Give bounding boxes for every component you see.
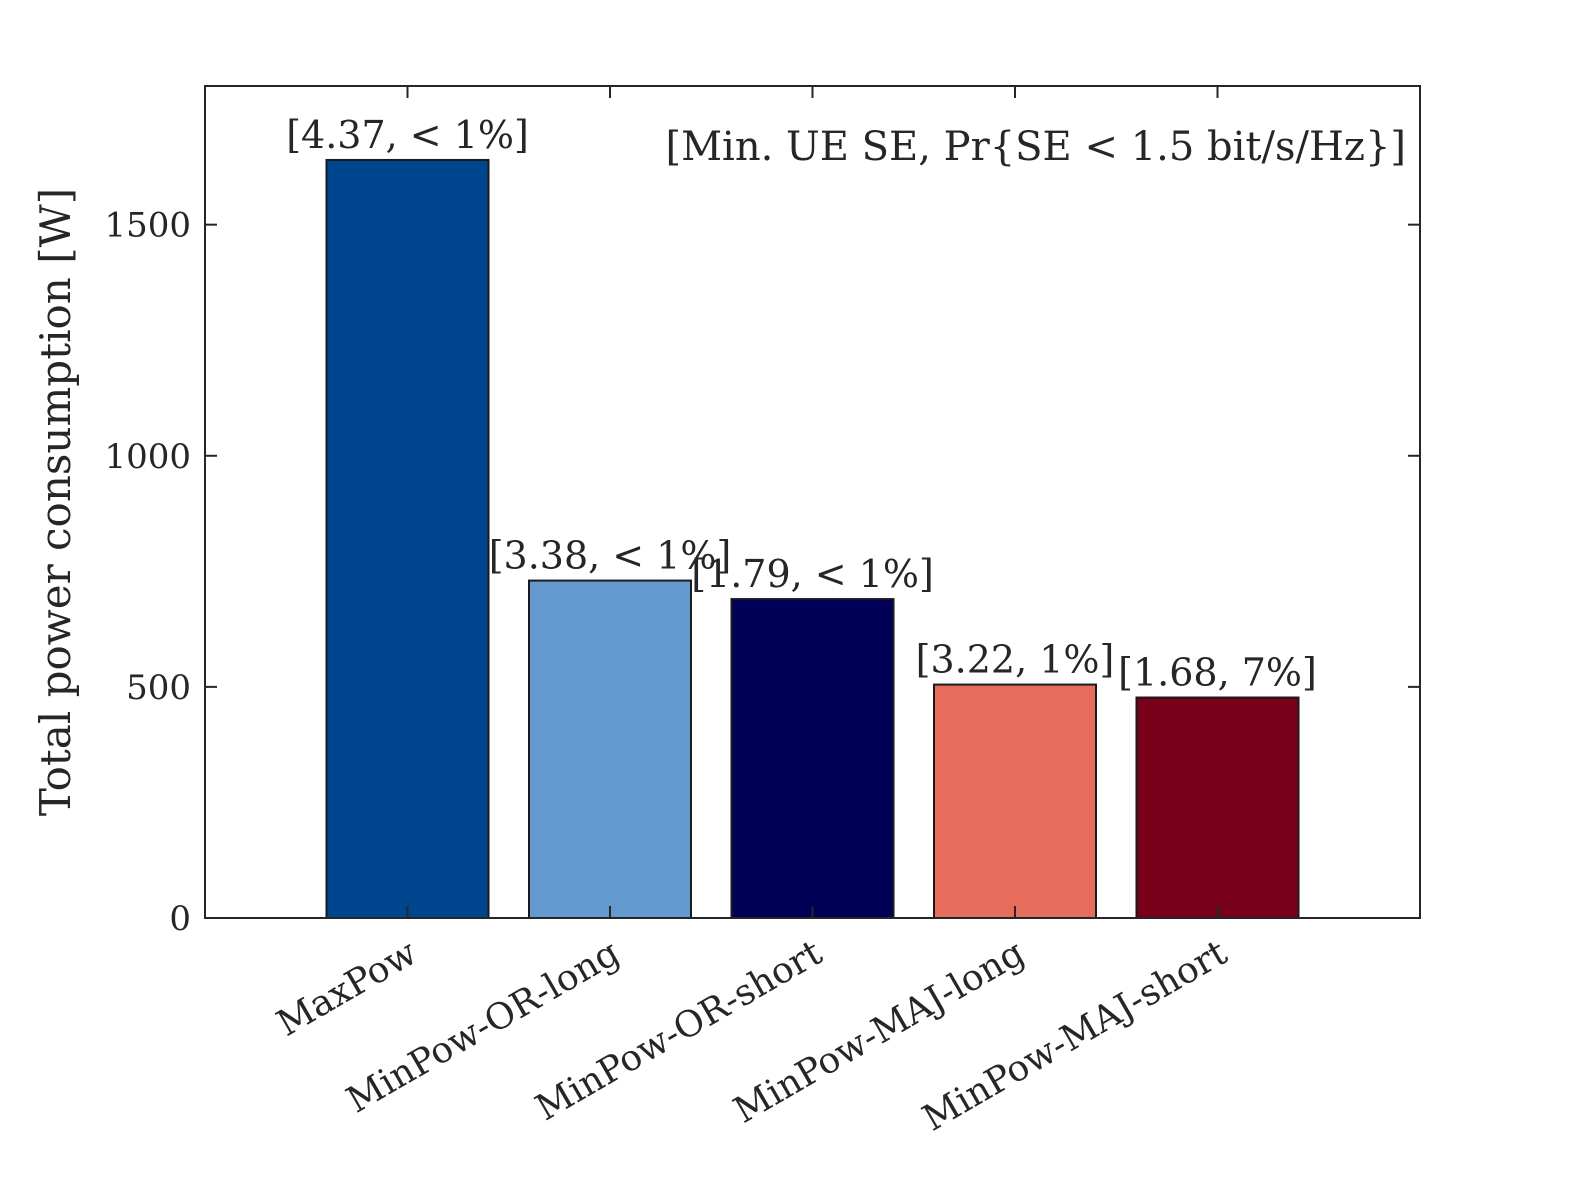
text-layer: [4.37, < 1%] [3.38, < 1%][1.79, < 1%] [3.2… [31,113,1406,1140]
y-tick-label-0: 0 [169,899,191,939]
chart-annotation: [Min. UE SE, Pr{SE < 1.5 bit/s/Hz}] [665,124,1406,170]
data-label-4: [3.22, 1%] [916,638,1115,682]
data-label-5: [1.68, 7%] [1118,651,1317,695]
y-tick-label-1: 500 [126,668,191,708]
data-label-1: [4.37, < 1%] [286,113,529,157]
y-axis-label: Total power consumption [W] [31,188,80,816]
axes-layer [204,85,1421,919]
data-label-2: [3.38, < 1%] [489,534,732,578]
bar-3 [730,598,895,919]
bar-5 [1135,696,1300,920]
bars-layer [325,158,1300,920]
data-label-3: [1.79, < 1%] [691,552,934,596]
bar-2 [528,579,692,919]
x-tick-label-0: MaxPow [270,932,424,1045]
bar-1 [325,158,490,919]
y-tick-label-3: 1500 [104,206,191,246]
y-tick-label-2: 1000 [104,437,191,477]
bar-4 [933,683,1097,919]
